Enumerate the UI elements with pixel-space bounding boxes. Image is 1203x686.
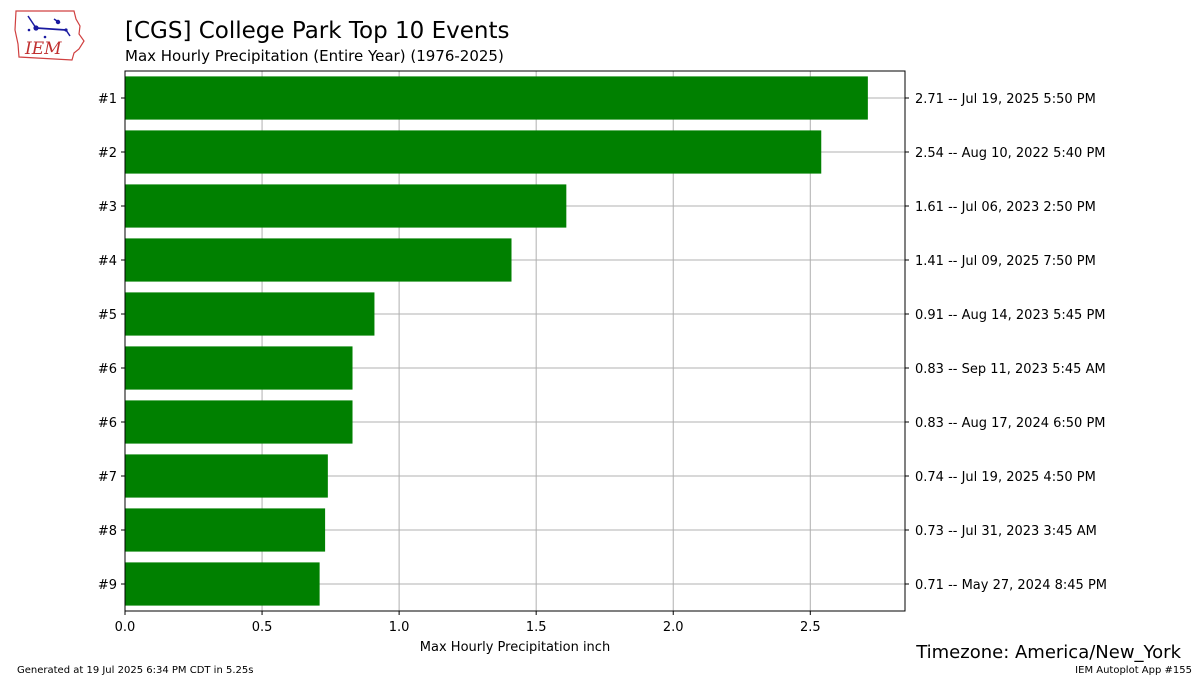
event-label: 0.83 -- Sep 11, 2023 5:45 AM: [915, 362, 1106, 377]
x-tick-label: 1.5: [526, 620, 547, 635]
event-label: 0.74 -- Jul 19, 2025 4:50 PM: [915, 470, 1096, 485]
x-tick-label: 0.0: [115, 620, 136, 635]
y-tick-label: #8: [98, 524, 117, 539]
y-tick-label: #9: [98, 578, 117, 593]
x-tick-label: 1.0: [389, 620, 410, 635]
event-label: 1.41 -- Jul 09, 2025 7:50 PM: [915, 254, 1096, 269]
event-label: 2.54 -- Aug 10, 2022 5:40 PM: [915, 146, 1106, 161]
event-label: 2.71 -- Jul 19, 2025 5:50 PM: [915, 92, 1096, 107]
y-tick-label: #6: [98, 362, 117, 377]
iem-logo: IEM: [14, 10, 85, 61]
bar-10: [125, 562, 320, 606]
y-tick-label: #6: [98, 416, 117, 431]
y-tick-label: #5: [98, 308, 117, 323]
iem-logo-text: IEM: [24, 39, 62, 59]
timezone-label: Timezone: America/New_York: [915, 642, 1181, 663]
bar-1: [125, 76, 868, 120]
bar-9: [125, 508, 326, 552]
x-tick-label: 2.0: [663, 620, 684, 635]
bar-7: [125, 400, 353, 444]
iem-network-mark-icon: [27, 15, 71, 39]
event-label: 0.71 -- May 27, 2024 8:45 PM: [915, 578, 1107, 593]
event-label: 0.73 -- Jul 31, 2023 3:45 AM: [915, 524, 1097, 539]
bar-4: [125, 238, 512, 282]
bars: [125, 76, 868, 606]
y-tick-label: #1: [98, 92, 117, 107]
footer-app-id: IEM Autoplot App #155: [1075, 665, 1192, 676]
y-tick-label: #7: [98, 470, 117, 485]
iowa-outline-icon: [14, 10, 85, 61]
bar-3: [125, 184, 567, 228]
event-label: 1.61 -- Jul 06, 2023 2:50 PM: [915, 200, 1096, 215]
plot-frame: [124, 70, 906, 612]
bar-5: [125, 292, 375, 336]
bar-6: [125, 346, 353, 390]
y-tick-label: #4: [98, 254, 117, 269]
chart-title: [CGS] College Park Top 10 Events: [125, 18, 509, 44]
x-tick-label: 0.5: [252, 620, 273, 635]
event-label: 0.83 -- Aug 17, 2024 6:50 PM: [915, 416, 1106, 431]
right-axis-labels: 2.71 -- Jul 19, 2025 5:50 PM 2.54 -- Aug …: [905, 92, 1107, 593]
x-axis-ticks: 0.0 0.5 1.0 1.5 2.0 2.5: [115, 611, 821, 635]
x-axis-label: Max Hourly Precipitation inch: [420, 640, 610, 655]
y-tick-label: #2: [98, 146, 117, 161]
chart-subtitle: Max Hourly Precipitation (Entire Year) (…: [125, 47, 504, 65]
y-axis-ticks: #1 #2 #3 #4 #5 #6 #6 #7 #8 #9: [98, 92, 125, 593]
x-tick-label: 2.5: [800, 620, 821, 635]
bar-2: [125, 130, 822, 174]
y-tick-label: #3: [98, 200, 117, 215]
footer-generated: Generated at 19 Jul 2025 6:34 PM CDT in …: [17, 665, 253, 676]
bar-8: [125, 454, 328, 498]
event-label: 0.91 -- Aug 14, 2023 5:45 PM: [915, 308, 1106, 323]
